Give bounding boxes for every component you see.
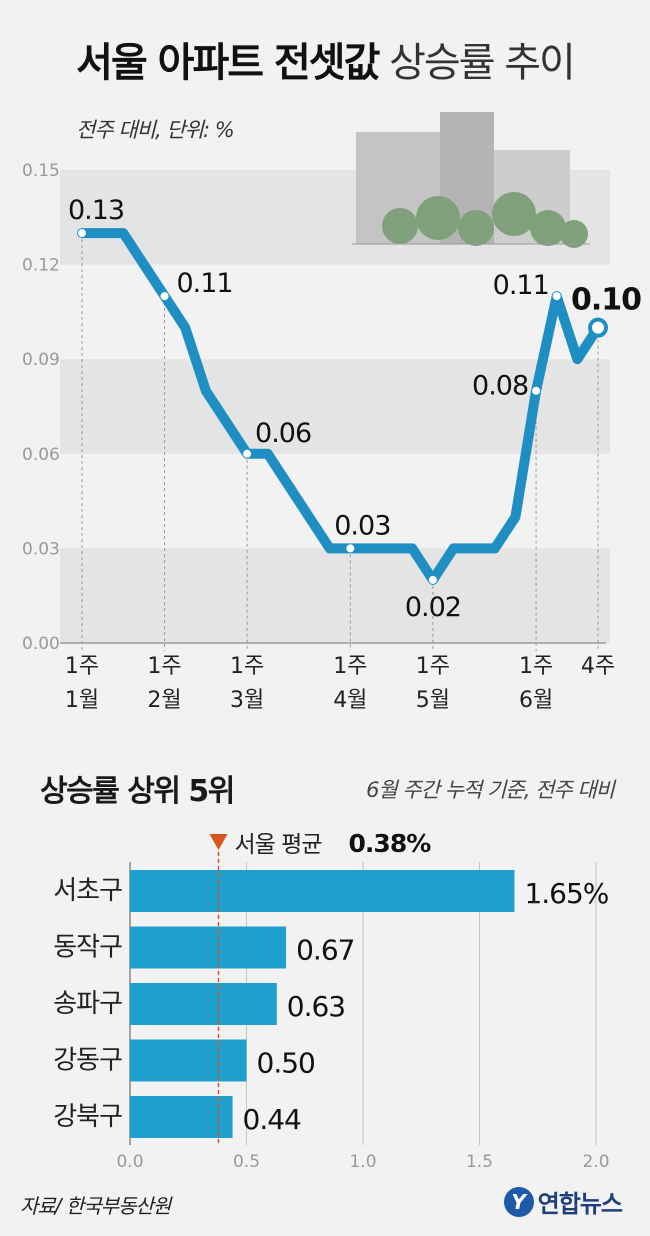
y-tick-label: 0.03 bbox=[22, 539, 60, 559]
tree-illustration bbox=[492, 192, 536, 236]
data-label: 0.10 bbox=[571, 283, 641, 318]
x-tick-label: 3월 bbox=[230, 688, 264, 713]
x-tick-label: 2.0 bbox=[582, 1152, 609, 1172]
y-tick-label: 0.06 bbox=[22, 445, 60, 465]
value-label: 0.44 bbox=[243, 1103, 302, 1136]
tree-illustration bbox=[530, 210, 566, 246]
data-point bbox=[346, 544, 355, 553]
category-label: 서초구 bbox=[53, 876, 122, 906]
source-note: 자료/ 한국부동산원 bbox=[20, 1194, 171, 1218]
x-tick-label: 0.5 bbox=[233, 1152, 260, 1172]
y-tick-label: 0.15 bbox=[22, 161, 60, 181]
unit-note: 전주 대비, 단위: % bbox=[76, 118, 235, 142]
title-light: 상승률 추이 bbox=[389, 40, 576, 86]
x-tick-label: 1.5 bbox=[466, 1152, 493, 1172]
data-label: 0.02 bbox=[405, 592, 461, 623]
logo-icon: Y bbox=[503, 1186, 534, 1217]
data-label: 0.08 bbox=[472, 371, 528, 402]
x-tick-label: 0.0 bbox=[116, 1152, 143, 1172]
data-point bbox=[160, 292, 169, 301]
tree-illustration bbox=[560, 220, 588, 248]
tree-illustration bbox=[458, 210, 494, 246]
category-label: 동작구 bbox=[53, 933, 122, 963]
series-line bbox=[77, 228, 603, 585]
gridline-band bbox=[60, 359, 610, 454]
tree-illustration bbox=[416, 196, 460, 240]
gridline-band bbox=[60, 548, 610, 643]
yonhap-logo: Y 연합뉴스 bbox=[503, 1184, 623, 1219]
x-tick-label: 1주 bbox=[333, 654, 367, 679]
value-label: 1.65% bbox=[524, 877, 608, 910]
average-marker-icon bbox=[209, 834, 228, 850]
data-point bbox=[428, 575, 437, 584]
data-point bbox=[532, 386, 541, 395]
data-label: 0.11 bbox=[176, 268, 232, 299]
data-label: 0.06 bbox=[255, 418, 311, 449]
data-point bbox=[78, 229, 86, 238]
category-label: 강북구 bbox=[53, 1102, 122, 1132]
y-tick-label: 0.12 bbox=[22, 256, 60, 276]
category-label: 강동구 bbox=[53, 1046, 122, 1076]
x-tick-label: 5월 bbox=[416, 688, 450, 713]
bar bbox=[130, 1096, 233, 1138]
chart-title: 서울 아파트 전셋값 상승률 추이 bbox=[0, 30, 650, 88]
data-point bbox=[552, 292, 561, 301]
bar bbox=[130, 926, 287, 969]
average-label: 서울 평균 bbox=[235, 832, 322, 858]
value-label: 0.67 bbox=[296, 934, 354, 967]
x-tick-label: 2월 bbox=[147, 688, 181, 713]
tree-illustration bbox=[382, 208, 418, 244]
x-tick-label: 4월 bbox=[333, 688, 367, 713]
value-label: 0.63 bbox=[287, 990, 345, 1023]
category-label: 송파구 bbox=[53, 989, 122, 1019]
x-tick-label: 1주 bbox=[416, 654, 450, 679]
x-tick-label: 4주 bbox=[581, 654, 615, 679]
title-bold: 서울 아파트 전셋값 bbox=[76, 40, 380, 86]
bar bbox=[130, 870, 515, 912]
x-tick-label: 1주 bbox=[147, 654, 181, 679]
data-point bbox=[588, 317, 608, 338]
ranking-note: 6월 주간 누적 기준, 전주 대비 bbox=[366, 778, 615, 802]
x-tick-label: 1주 bbox=[230, 654, 264, 679]
x-tick-label: 1.0 bbox=[349, 1152, 376, 1172]
bar bbox=[130, 983, 277, 1025]
data-point bbox=[243, 449, 252, 458]
data-label: 0.11 bbox=[493, 270, 549, 301]
logo-text: 연합뉴스 bbox=[537, 1190, 623, 1218]
y-tick-label: 0.00 bbox=[22, 634, 60, 654]
x-tick-label: 1주 bbox=[519, 654, 553, 679]
x-tick-label: 6월 bbox=[519, 688, 553, 713]
ranking-title: 상승률 상위 5위 bbox=[40, 774, 235, 809]
x-tick-label: 1월 bbox=[65, 688, 99, 713]
data-label: 0.13 bbox=[68, 195, 124, 226]
average-value: 0.38% bbox=[349, 829, 432, 858]
value-label: 0.50 bbox=[257, 1047, 315, 1080]
y-tick-label: 0.09 bbox=[22, 350, 60, 370]
data-label: 0.03 bbox=[334, 510, 390, 541]
x-tick-label: 1주 bbox=[65, 654, 99, 679]
bar bbox=[130, 1039, 247, 1082]
